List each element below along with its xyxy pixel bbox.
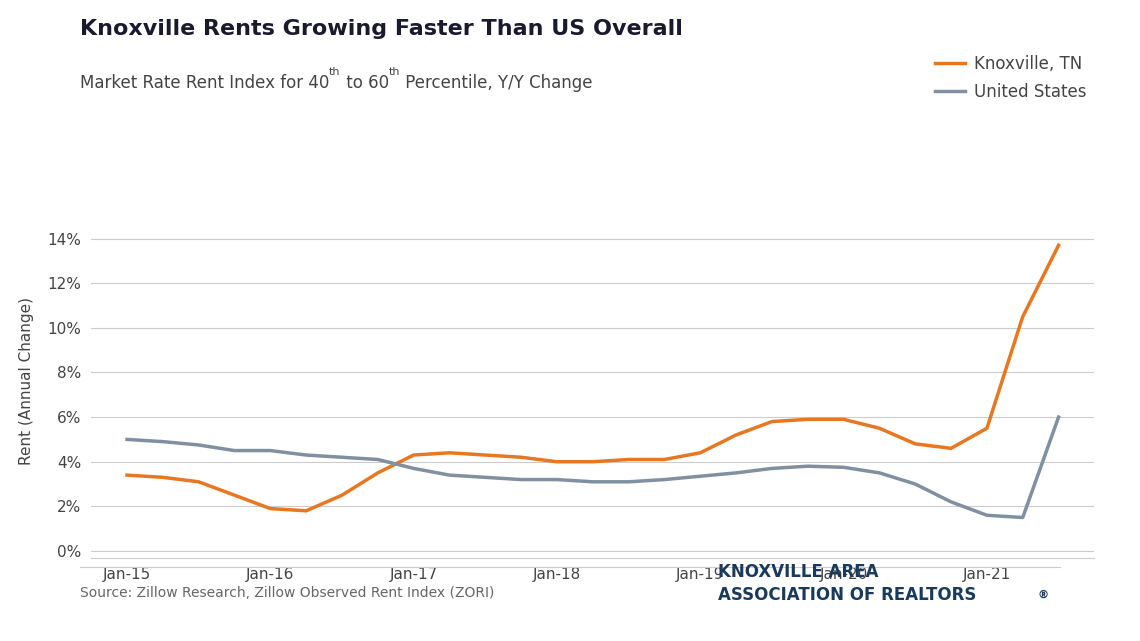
Text: Knoxville Rents Growing Faster Than US Overall: Knoxville Rents Growing Faster Than US O…: [80, 19, 683, 39]
Text: to 60: to 60: [341, 74, 389, 92]
Text: KNOXVILLE AREA
ASSOCIATION OF REALTORS: KNOXVILLE AREA ASSOCIATION OF REALTORS: [718, 563, 977, 604]
Text: Market Rate Rent Index for 40: Market Rate Rent Index for 40: [80, 74, 329, 92]
Text: Source: Zillow Research, Zillow Observed Rent Index (ZORI): Source: Zillow Research, Zillow Observed…: [80, 586, 494, 600]
Text: th: th: [329, 67, 341, 77]
Text: ®: ®: [1037, 589, 1049, 599]
Text: th: th: [389, 67, 400, 77]
Y-axis label: Rent (Annual Change): Rent (Annual Change): [18, 297, 34, 465]
Text: Percentile, Y/Y Change: Percentile, Y/Y Change: [400, 74, 593, 92]
Legend: Knoxville, TN, United States: Knoxville, TN, United States: [935, 55, 1086, 101]
